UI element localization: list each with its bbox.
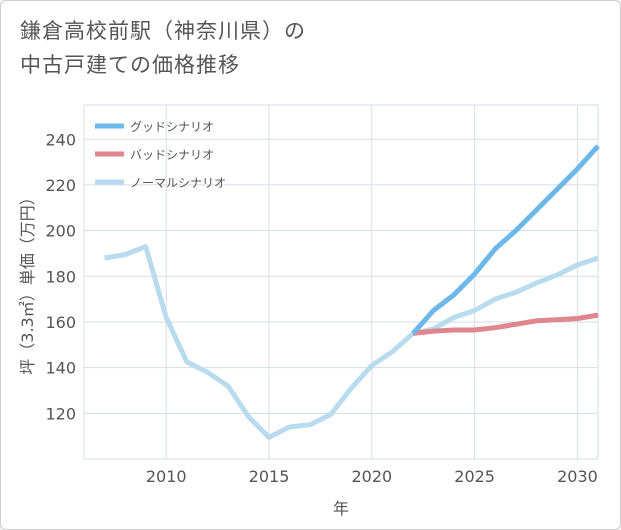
y-tick-label: 220 xyxy=(45,176,76,195)
y-axis-ticks: 120 140 160 180 200 220 240 xyxy=(45,130,76,423)
y-tick-label: 200 xyxy=(45,222,76,241)
chart-title: 鎌倉高校前駅（神奈川県）の 中古戸建ての価格推移 xyxy=(20,14,306,82)
x-axis-ticks: 2010 2015 2020 2025 2030 xyxy=(146,467,598,486)
y-tick-label: 120 xyxy=(45,404,76,423)
x-axis-label: 年 xyxy=(333,499,349,518)
x-tick-label: 2025 xyxy=(454,467,495,486)
chart-title-line-2: 中古戸建ての価格推移 xyxy=(20,53,240,77)
x-tick-label: 2010 xyxy=(146,467,187,486)
y-tick-label: 140 xyxy=(45,359,76,378)
series-line-1 xyxy=(412,312,599,336)
series-lines xyxy=(104,144,600,440)
y-tick-label: 160 xyxy=(45,313,76,332)
y-axis-label: 坪（3.3㎡）単価（万円） xyxy=(18,189,37,374)
legend-label: グッドシナリオ xyxy=(130,120,214,134)
legend-label: ノーマルシナリオ xyxy=(130,176,226,190)
series-line-2 xyxy=(104,244,599,440)
x-tick-label: 2030 xyxy=(557,467,598,486)
chart-title-line-1: 鎌倉高校前駅（神奈川県）の xyxy=(20,19,306,43)
y-tick-label: 180 xyxy=(45,267,76,286)
series-line-0 xyxy=(411,144,600,336)
x-tick-label: 2015 xyxy=(249,467,290,486)
legend-label: バッドシナリオ xyxy=(130,148,214,162)
y-tick-label: 240 xyxy=(45,130,76,149)
plot-area xyxy=(83,104,599,460)
x-tick-label: 2020 xyxy=(351,467,392,486)
